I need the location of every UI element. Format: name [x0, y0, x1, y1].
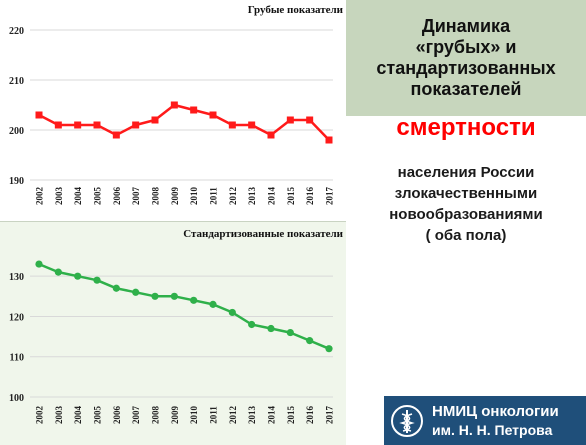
crude-point — [286, 116, 294, 124]
crude-y-tick-label: 190 — [9, 176, 24, 187]
standardized-point — [112, 284, 120, 292]
org-name-line2: им. Н. Н. Петрова — [432, 421, 553, 438]
crude-x-tick-label: 2011 — [209, 187, 219, 205]
standardized-x-tick-label: 2016 — [305, 406, 315, 425]
standardized-x-tick-label: 2007 — [131, 406, 141, 425]
crude-point — [325, 136, 333, 144]
crude-point — [228, 121, 236, 129]
standardized-point — [190, 296, 198, 304]
crude-x-tick-label: 2010 — [189, 187, 199, 206]
slide-title: Динамика «грубых» и стандартизованных по… — [376, 16, 556, 99]
standardized-y-tick-label: 120 — [9, 312, 24, 323]
crude-y-tick-label: 220 — [9, 26, 24, 37]
standardized-x-tick-label: 2014 — [267, 406, 277, 425]
crude-y-tick-label: 200 — [9, 126, 24, 137]
standardized-x-tick-label: 2006 — [112, 406, 122, 425]
crude-point — [170, 101, 178, 109]
crude-y-tick-label: 210 — [9, 76, 24, 87]
crude-point — [190, 106, 198, 114]
standardized-point — [54, 268, 62, 276]
standardized-x-tick-label: 2004 — [73, 406, 83, 425]
standardized-x-tick-label: 2010 — [189, 406, 199, 425]
crude-x-tick-label: 2015 — [286, 187, 296, 206]
keyword-mortality: смертности — [396, 114, 536, 141]
crude-x-tick-label: 2013 — [247, 187, 257, 206]
crude-point — [151, 116, 159, 124]
crude-x-tick-label: 2002 — [35, 187, 45, 206]
slide-text-column: Динамика «грубых» и стандартизованных по… — [346, 0, 586, 445]
slide-subtitle: населения России злокачественными новооб… — [389, 164, 543, 244]
crude-point — [132, 121, 140, 129]
crude-series-line — [38, 103, 330, 141]
crude-point — [35, 111, 43, 119]
crude-point — [267, 131, 275, 139]
standardized-point — [248, 320, 256, 329]
standardized-point — [35, 260, 43, 268]
crude-point — [54, 121, 62, 129]
crude-x-tick-label: 2006 — [112, 187, 122, 206]
crude-x-tick-label: 2017 — [325, 187, 335, 206]
standardized-x-tick-label: 2008 — [151, 406, 161, 425]
crude-point — [306, 116, 314, 124]
standardized-point — [228, 308, 236, 317]
standardized-y-tick-label: 130 — [9, 272, 24, 283]
crude-point — [74, 121, 82, 129]
standardized-x-tick-label: 2015 — [286, 406, 296, 425]
standardized-series-line — [38, 262, 330, 350]
standardized-x-tick-label: 2013 — [247, 406, 257, 425]
crude-point — [93, 121, 101, 129]
crude-x-tick-label: 2008 — [151, 187, 161, 206]
standardized-point — [306, 337, 314, 345]
standardized-point — [170, 292, 178, 300]
standardized-point — [151, 292, 159, 300]
standardized-x-tick-label: 2017 — [325, 406, 335, 425]
crude-x-tick-label: 2005 — [93, 187, 103, 206]
crude-point — [248, 121, 256, 129]
standardized-point — [209, 300, 217, 308]
standardized-x-tick-label: 2003 — [54, 406, 64, 425]
standardized-y-tick-label: 110 — [10, 353, 24, 364]
standardized-point — [93, 276, 101, 284]
standardized-point — [267, 324, 275, 333]
crude-chart-title: Грубые показатели — [248, 4, 344, 16]
standardized-x-tick-label: 2011 — [209, 406, 219, 424]
standardized-x-tick-label: 2005 — [93, 406, 103, 425]
organization-logo: НМИЦ онкологии им. Н. Н. Петрова — [384, 396, 586, 445]
crude-rates-plot: Грубые показатели 190 200 210 220 2002 2003 200… — [9, 4, 344, 206]
title-box: Динамика «грубых» и стандартизованных по… — [346, 0, 586, 116]
crude-point — [209, 111, 217, 119]
standardized-point — [325, 345, 333, 353]
standardized-x-tick-label: 2002 — [35, 406, 45, 425]
standardized-x-tick-label: 2009 — [170, 406, 180, 425]
standardized-point — [132, 288, 140, 296]
standardized-point — [74, 272, 82, 280]
crude-x-tick-label: 2014 — [267, 187, 277, 206]
standardized-chart-title: Стандартизованные показатели — [183, 228, 343, 240]
crude-x-tick-label: 2003 — [54, 187, 64, 206]
chart-divider — [0, 221, 346, 222]
standardized-rates-plot: Стандартизованные показатели 100 110 120 130… — [9, 228, 344, 425]
crude-rates-chart: Грубые показатели 190 200 210 220 2002 2003 200… — [0, 0, 346, 222]
standardized-y-tick-label: 100 — [9, 393, 24, 404]
standardized-point — [286, 328, 294, 337]
caduceus-icon — [391, 404, 423, 437]
crude-point — [112, 131, 120, 139]
standardized-x-tick-label: 2012 — [228, 406, 238, 425]
crude-x-tick-label: 2009 — [170, 187, 180, 206]
org-name-line1: НМИЦ онкологии — [432, 402, 559, 420]
crude-x-tick-label: 2016 — [305, 187, 315, 206]
crude-x-tick-label: 2004 — [73, 187, 83, 206]
crude-x-tick-label: 2012 — [228, 187, 238, 206]
standardized-rates-chart: Стандартизованные показатели 100 110 120 130… — [0, 222, 346, 445]
crude-x-tick-label: 2007 — [131, 187, 141, 206]
